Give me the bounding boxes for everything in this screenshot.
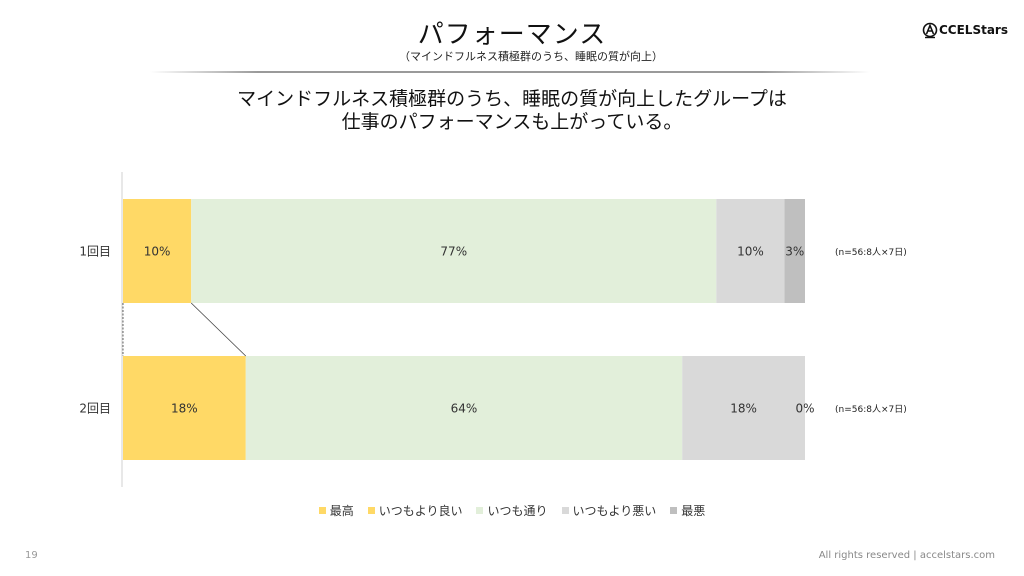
logo-a-icon [922, 22, 938, 39]
title-divider [150, 71, 870, 73]
legend-item: いつも通り [476, 502, 548, 519]
data-label: 10% [737, 245, 764, 259]
logo-text: CCELStars [939, 23, 1008, 37]
headline: マインドフルネス積極群のうち、睡眠の質が向上したグループは 仕事のパフォーマンス… [0, 88, 1024, 134]
data-label: 3% [785, 245, 804, 259]
headline-line-1: マインドフルネス積極群のうち、睡眠の質が向上したグループは [237, 88, 787, 110]
sample-size-note: (n=56:8人×7日) [835, 404, 907, 415]
legend-label: いつも通り [487, 504, 548, 518]
sample-size-note: (n=56:8人×7日) [835, 247, 907, 258]
legend-item: 最高 [318, 502, 354, 519]
data-label: 18% [171, 402, 198, 416]
bar-segment [682, 356, 805, 460]
legend-label: 最高 [329, 504, 354, 518]
slide-subtitle: （マインドフルネス積極群のうち、睡眠の質が向上） [399, 50, 663, 63]
legend-label: いつもより悪い [572, 504, 657, 518]
slide-title: パフォーマンス [417, 20, 607, 50]
legend-item: 最悪 [670, 502, 705, 519]
legend-label: いつもより良い [378, 504, 463, 518]
page-number: 19 [25, 550, 38, 561]
data-label: 0% [795, 402, 814, 416]
bar-segment [123, 356, 246, 460]
brand-logo: CCELStars [922, 20, 1008, 40]
data-label: 10% [144, 245, 171, 259]
bar-segment [123, 199, 192, 303]
bar-segment [716, 199, 785, 303]
legend-swatch [318, 507, 326, 514]
bar-segment [191, 199, 717, 303]
legend-item: いつもより悪い [561, 502, 657, 519]
series-connector-line [190, 302, 247, 357]
data-label: 64% [451, 402, 478, 416]
chart-legend: 最高 いつもより良い いつも通り いつもより悪い 最悪 [0, 502, 1024, 519]
headline-line-2: 仕事のパフォーマンスも上がっている。 [341, 111, 683, 133]
legend-label: 最悪 [681, 504, 706, 518]
legend-swatch [561, 507, 569, 514]
category-tick-label: 1回目 [79, 245, 111, 259]
bar-segment [245, 356, 683, 460]
data-label: 18% [730, 402, 757, 416]
data-label: 77% [440, 245, 467, 259]
legend-swatch [670, 507, 678, 514]
category-tick-label: 2回目 [79, 402, 111, 416]
legend-item: いつもより良い [367, 502, 463, 519]
bar-segment [784, 199, 805, 303]
legend-swatch [367, 507, 375, 514]
legend-swatch [476, 507, 484, 514]
footer-copyright: All rights reserved | accelstars.com [818, 550, 995, 561]
